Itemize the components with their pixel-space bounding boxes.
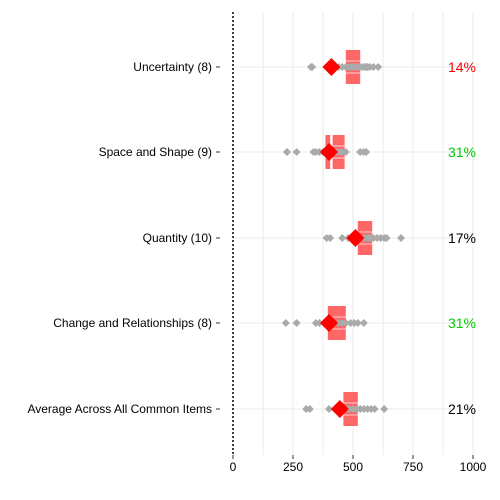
score-box-band — [337, 328, 346, 330]
score-box-band — [343, 414, 358, 416]
data-point — [359, 319, 368, 327]
x-tick-label: 500 — [343, 460, 363, 474]
percent-label: 17% — [448, 230, 476, 246]
data-point — [370, 405, 379, 413]
data-point — [374, 63, 383, 71]
data-point — [353, 319, 362, 327]
data-point — [325, 405, 333, 413]
x-tick-label: 1000 — [460, 460, 487, 474]
percent-labels: 14% 31% 17% 31% 21% — [448, 59, 476, 417]
data-point — [305, 405, 314, 413]
highlight-layer — [320, 58, 365, 418]
score-box-band — [343, 402, 358, 404]
data-point — [326, 234, 335, 242]
score-box-band — [327, 328, 338, 330]
category-label: Quantity (10) — [143, 231, 212, 245]
data-point — [397, 234, 405, 242]
data-point — [382, 234, 391, 242]
highlight-point — [320, 314, 338, 332]
data-point — [341, 148, 350, 156]
score-box-band — [345, 72, 361, 74]
score-box-band — [337, 316, 346, 318]
data-point — [292, 148, 301, 156]
data-point — [341, 319, 350, 327]
category-label: Average Across All Common Items — [27, 402, 212, 416]
score-box-band — [332, 157, 345, 159]
highlight-point — [346, 229, 365, 247]
percent-label: 21% — [448, 401, 476, 417]
score-box-band — [345, 60, 361, 62]
highlight-point — [330, 400, 349, 418]
percent-label: 31% — [448, 144, 476, 160]
x-tick-label: 0 — [230, 460, 237, 474]
data-point — [338, 234, 347, 242]
score-box-band — [357, 243, 373, 245]
score-box-band — [357, 231, 373, 233]
x-tick-label: 750 — [403, 460, 423, 474]
x-axis-ticks: 0 250 500 750 1000 — [230, 455, 487, 474]
data-point — [380, 405, 389, 413]
data-point — [292, 319, 301, 327]
data-point — [283, 148, 291, 156]
score-box-band — [332, 145, 345, 147]
data-point — [315, 319, 324, 327]
data-point — [362, 148, 371, 156]
percent-label: 31% — [448, 315, 476, 331]
category-label: Change and Relationships (8) — [53, 316, 212, 330]
percent-label: 14% — [448, 59, 476, 75]
data-point — [308, 63, 317, 71]
category-labels: Uncertainty (8) Space and Shape (9) Quanti… — [27, 60, 220, 416]
category-label: Uncertainty (8) — [133, 60, 212, 74]
highlight-point — [320, 143, 338, 161]
score-box-band — [327, 316, 338, 318]
category-label: Space and Shape (9) — [99, 145, 212, 159]
data-point — [369, 63, 378, 71]
data-point — [281, 319, 290, 327]
x-tick-label: 250 — [283, 460, 303, 474]
highlight-point — [322, 58, 341, 76]
